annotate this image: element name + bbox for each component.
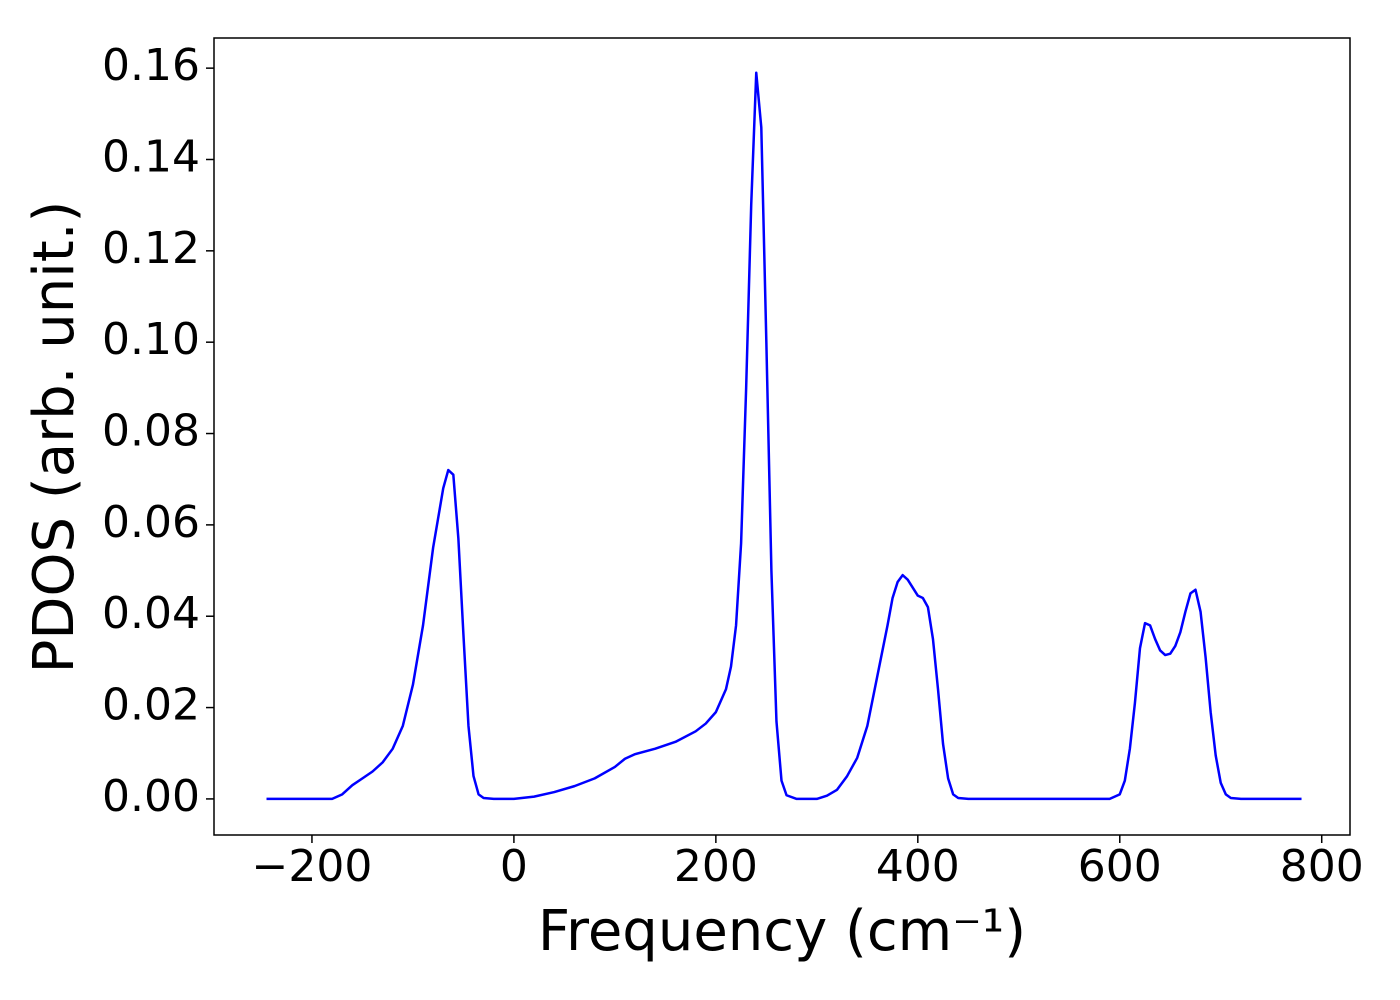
y-tick-label: 0.16	[102, 40, 200, 91]
y-tick-label: 0.06	[102, 497, 200, 548]
y-tick-label: 0.00	[102, 771, 200, 822]
x-tick-label: 800	[1280, 841, 1364, 892]
x-tick-label: 0	[500, 841, 528, 892]
y-tick-label: 0.14	[102, 131, 200, 182]
x-tick-label: −200	[252, 841, 373, 892]
x-tick-label: 600	[1078, 841, 1162, 892]
y-tick-label: 0.12	[102, 223, 200, 274]
pdos-line	[266, 71, 1302, 801]
y-tick-label: 0.04	[102, 588, 200, 639]
y-tick-label: 0.02	[102, 680, 200, 731]
y-tick-label: 0.08	[102, 406, 200, 457]
y-tick-label: 0.10	[102, 314, 200, 365]
x-axis-label: Frequency (cm⁻¹)	[538, 899, 1026, 964]
x-tick-label: 200	[674, 841, 758, 892]
y-axis-label: PDOS (arb. unit.)	[22, 201, 87, 674]
plot-frame	[213, 37, 1351, 836]
x-tick-label: 400	[876, 841, 960, 892]
